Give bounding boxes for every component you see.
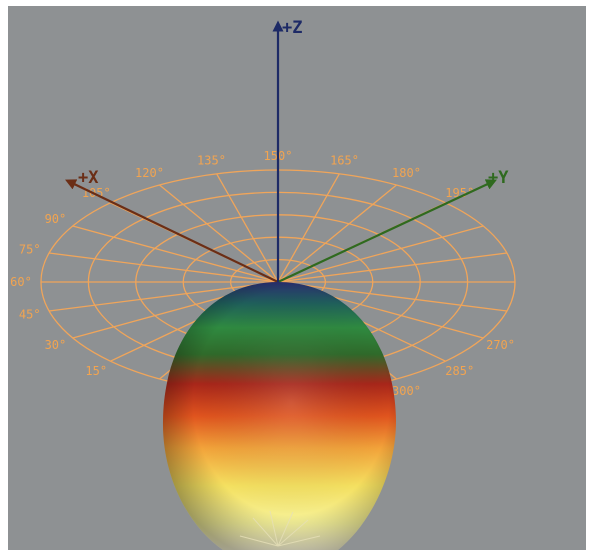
grid-spoke — [48, 281, 279, 312]
grid-spoke — [277, 281, 508, 312]
degree-label: 195° — [445, 186, 474, 200]
grid-spoke — [277, 173, 340, 283]
radiation-lobe-shading — [162, 282, 396, 550]
y-axis-label: +Y — [488, 168, 509, 188]
radiation-lobe — [162, 282, 396, 550]
degree-label: 45° — [19, 308, 41, 322]
3d-viewport[interactable]: 15°30°45°60°75°90°105°120°135°150°165°18… — [8, 6, 586, 550]
lobe-tip-creases — [239, 510, 321, 547]
grid-spoke — [159, 184, 279, 283]
grid-spoke — [48, 252, 279, 283]
grid-spoke — [216, 173, 279, 283]
grid-spoke — [72, 225, 279, 283]
degree-label: 300° — [392, 384, 421, 398]
degree-label: 120° — [135, 166, 164, 180]
grid-spoke — [277, 184, 397, 283]
grid-spoke — [277, 252, 508, 283]
x-axis-line — [65, 179, 279, 283]
degree-label: 270° — [486, 338, 515, 352]
z-axis-label: +Z — [282, 18, 302, 38]
degree-label: 90° — [45, 212, 67, 226]
degree-label: 60° — [10, 275, 32, 289]
degree-label: 180° — [392, 166, 421, 180]
degree-label: 165° — [330, 153, 359, 167]
degree-label: 285° — [445, 364, 474, 378]
degree-label: 15° — [85, 364, 107, 378]
grid-spoke — [277, 225, 484, 283]
degree-label: 30° — [45, 338, 67, 352]
y-axis-line — [277, 179, 497, 283]
degree-label: 135° — [197, 153, 226, 167]
degree-label: 105° — [82, 186, 111, 200]
x-axis-label: +X — [78, 168, 99, 188]
degree-label: 75° — [19, 242, 41, 256]
polar-plot-scene: 15°30°45°60°75°90°105°120°135°150°165°18… — [10, 18, 516, 550]
